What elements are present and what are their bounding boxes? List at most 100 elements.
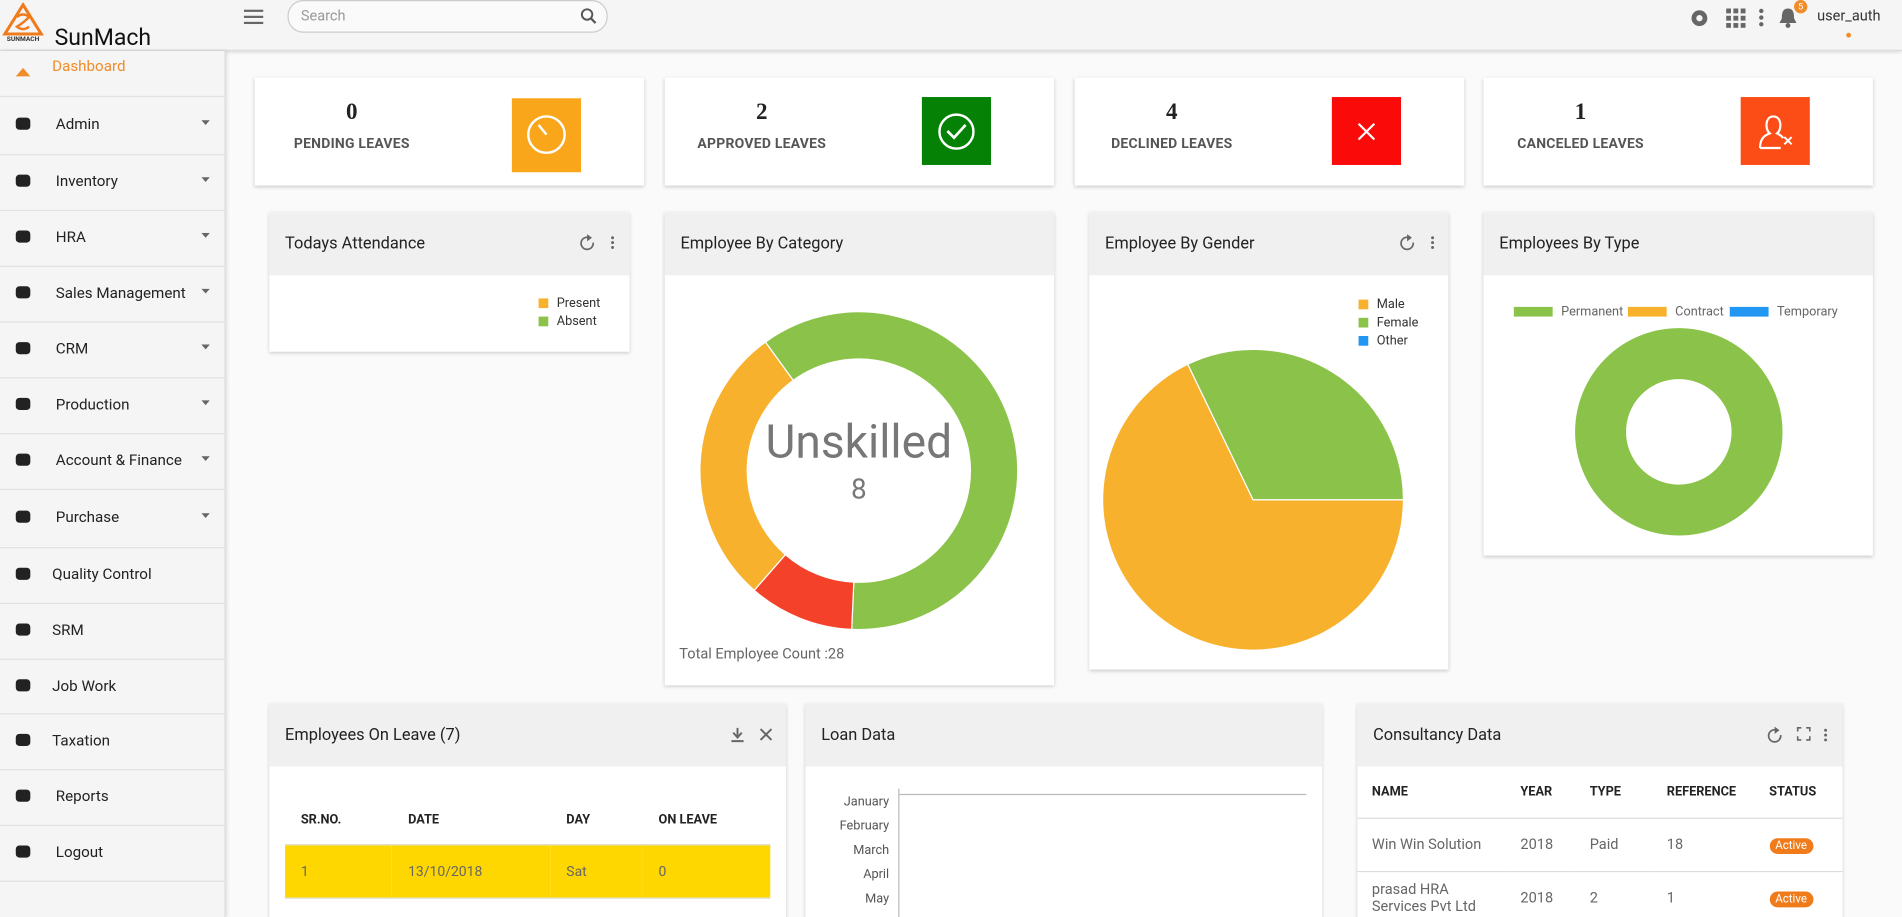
pie-slice bbox=[1186, 348, 1405, 501]
type-widget: Employees By Type Permanent Contract Tempo… bbox=[1483, 212, 1873, 556]
menu-button[interactable] bbox=[243, 8, 265, 25]
legend-label: Present bbox=[556, 294, 601, 311]
y-tick-label: March bbox=[853, 843, 889, 858]
table-row[interactable]: 1 13/10/2018 Sat 0 bbox=[285, 843, 771, 898]
donut-segment bbox=[764, 311, 1019, 631]
table-cell: 0 bbox=[642, 843, 771, 898]
apps-icon[interactable] bbox=[1726, 8, 1746, 28]
nav-item[interactable]: Taxation bbox=[0, 713, 225, 771]
cell-text: 2 bbox=[1589, 889, 1598, 907]
icon bbox=[1357, 122, 1376, 141]
stat-label: APPROVED LEAVES bbox=[697, 134, 827, 152]
legend-label: Absent bbox=[556, 312, 597, 329]
icon-shape bbox=[15, 453, 31, 466]
widget-title: Todays Attendance bbox=[285, 234, 426, 254]
table-cell: Active bbox=[1754, 816, 1843, 871]
column-header: STATUS bbox=[1769, 783, 1817, 800]
stat-value: 2 bbox=[756, 99, 768, 125]
column-header: YEAR bbox=[1520, 783, 1553, 800]
nav-icon bbox=[15, 117, 31, 130]
nav-item[interactable]: Inventory bbox=[0, 154, 225, 212]
icon bbox=[527, 115, 566, 155]
cell-text: 1 bbox=[1666, 889, 1675, 907]
center-value: 8 bbox=[851, 473, 867, 506]
nav-label: Job Work bbox=[52, 676, 117, 696]
legend-label: Contract bbox=[1675, 303, 1724, 320]
y-tick-label: April bbox=[863, 867, 889, 882]
nav-item[interactable]: Logout bbox=[0, 825, 225, 882]
nav-icon bbox=[15, 733, 31, 747]
table-cell: Paid bbox=[1575, 816, 1653, 871]
nav-item[interactable]: Production bbox=[0, 377, 225, 435]
search-placeholder: Search bbox=[300, 7, 346, 25]
stat-value: 4 bbox=[1166, 99, 1178, 125]
nav-item[interactable]: Admin bbox=[0, 96, 225, 156]
column-header: NAME bbox=[1371, 783, 1408, 800]
icon bbox=[938, 113, 975, 150]
nav-item[interactable]: Reports bbox=[0, 769, 225, 827]
widget-tools[interactable] bbox=[730, 727, 774, 744]
nav-icon bbox=[15, 453, 31, 466]
nav-item[interactable]: SRM bbox=[0, 603, 225, 660]
table-row[interactable]: prasad HRA Services Pvt Ltd 2018 2 1 Active bbox=[1357, 870, 1843, 917]
nav-icon bbox=[15, 567, 31, 580]
nav-item[interactable]: CRM bbox=[0, 321, 225, 379]
notification-icon[interactable] bbox=[1778, 5, 1797, 29]
widget-tools[interactable] bbox=[1767, 726, 1830, 744]
widget-tools[interactable] bbox=[1400, 234, 1436, 253]
nav-label: CRM bbox=[55, 340, 89, 359]
widget-tools[interactable] bbox=[580, 234, 616, 253]
dropdown-caret bbox=[201, 456, 210, 461]
sidebar: Dashboard Admin Inventory HRA Sales Manageme… bbox=[0, 50, 226, 917]
nav-item[interactable]: Dashboard bbox=[0, 51, 225, 98]
table-cell: 13/10/2018 bbox=[392, 843, 551, 898]
search-box[interactable]: Search bbox=[287, 0, 608, 33]
legend-swatch bbox=[1729, 307, 1769, 317]
widget-header: Consultancy Data bbox=[1357, 703, 1843, 767]
table-header: NAME YEAR TYPE REFERENCE STATUS bbox=[1357, 767, 1842, 818]
nav-label: Dashboard bbox=[52, 57, 126, 76]
cell-text: 18 bbox=[1666, 835, 1684, 853]
table-cell: 2018 bbox=[1505, 870, 1576, 917]
widget-header: Employees On Leave (7) bbox=[269, 703, 787, 767]
column-header: ON LEAVE bbox=[658, 811, 718, 828]
pie-slice bbox=[1102, 363, 1405, 651]
stat-value: 1 bbox=[1574, 99, 1587, 125]
nav-item[interactable]: Account & Finance bbox=[0, 433, 225, 491]
nav-item[interactable]: HRA bbox=[0, 210, 225, 267]
nav-label: Taxation bbox=[52, 732, 111, 751]
nav-item[interactable]: Sales Management bbox=[0, 266, 225, 323]
nav-label: Reports bbox=[55, 787, 109, 807]
icon-shape bbox=[15, 342, 31, 355]
table-row[interactable]: Win Win Solution 2018 Paid 18 Active bbox=[1357, 816, 1843, 871]
stat-card: 2 APPROVED LEAVES bbox=[664, 77, 1055, 186]
table-cell: 2 bbox=[285, 897, 393, 917]
legend-label: Permanent bbox=[1561, 303, 1624, 320]
status-badge: Active bbox=[1769, 838, 1814, 854]
widget-header: Loan Data bbox=[805, 703, 1323, 767]
legend-label: Male bbox=[1376, 295, 1405, 312]
legend-swatch bbox=[1358, 336, 1369, 346]
nav-icon bbox=[15, 174, 31, 187]
table-cell: prasad HRA Services Pvt Ltd bbox=[1357, 870, 1506, 917]
nav-item[interactable]: Quality Control bbox=[0, 547, 225, 605]
type-chart bbox=[1573, 326, 1784, 537]
donut-segment bbox=[1573, 326, 1784, 537]
cell-text: Win Win Solution bbox=[1371, 835, 1482, 853]
table-cell: 2018 bbox=[1505, 816, 1576, 871]
icon-shape bbox=[15, 567, 31, 580]
nav-item[interactable]: Job Work bbox=[0, 659, 225, 715]
y-tick-label: May bbox=[865, 891, 889, 906]
settings-icon[interactable] bbox=[1689, 7, 1711, 29]
user-name[interactable]: user_auth bbox=[1817, 7, 1881, 25]
legend-item: Absent bbox=[538, 312, 597, 329]
chart-footer: Total Employee Count :28 bbox=[679, 645, 845, 663]
nav-item[interactable]: Purchase bbox=[0, 489, 225, 549]
table-cell: 2 bbox=[1575, 870, 1653, 917]
table-row[interactable]: 214/10/2018Sun0 bbox=[285, 897, 771, 917]
stat-label: DECLINED LEAVES bbox=[1111, 134, 1233, 152]
more-icon[interactable] bbox=[1758, 7, 1765, 28]
icon-shape bbox=[15, 789, 31, 802]
